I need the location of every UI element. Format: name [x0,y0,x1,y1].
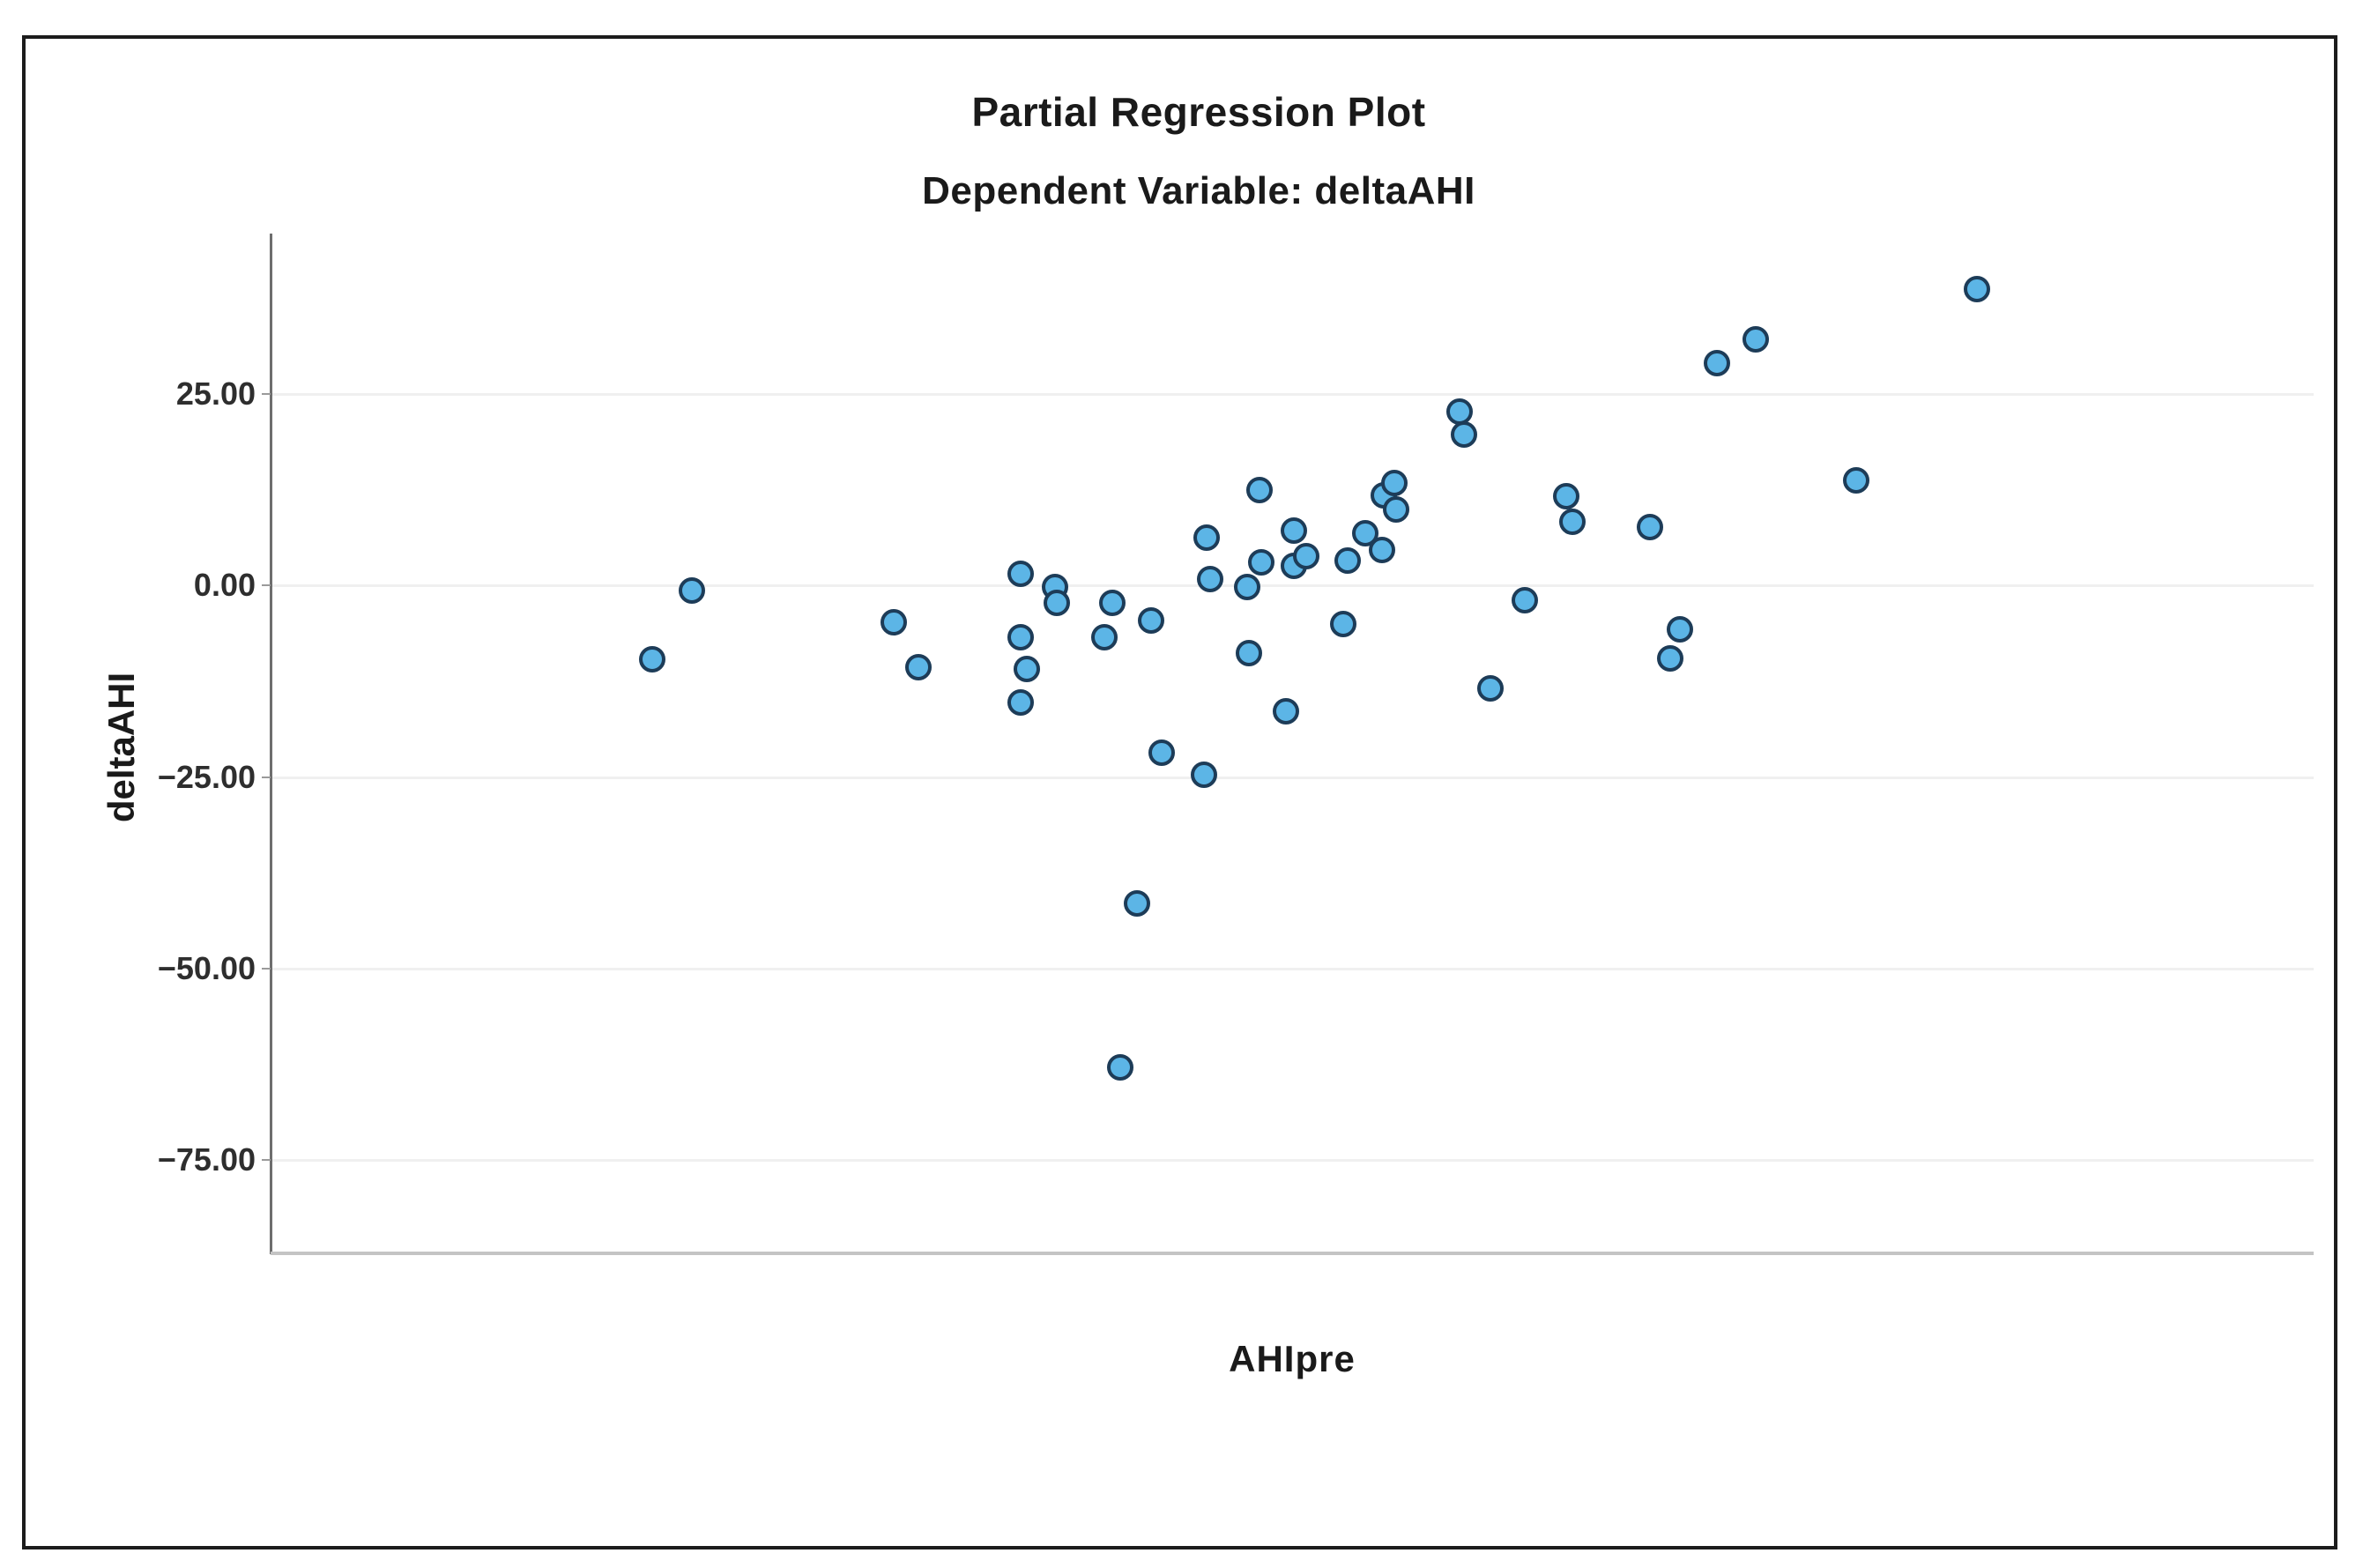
data-point [1552,482,1579,509]
data-point [1107,1053,1134,1081]
data-point [1842,466,1869,494]
data-point [639,645,666,673]
data-point [1148,739,1175,766]
data-point [1007,561,1034,588]
data-point [1007,689,1034,717]
data-point [1293,543,1320,570]
gridline [271,967,2314,970]
y-tick-mark [262,776,271,778]
data-point [1007,623,1034,650]
data-point [1245,476,1273,503]
data-point [1380,470,1408,497]
data-point [1123,889,1150,917]
data-point [1329,610,1356,637]
data-point [1667,615,1694,643]
y-tick-label: 0.00 [193,567,256,604]
data-point [1099,590,1126,617]
y-tick-mark [262,967,271,970]
data-point [1281,516,1308,544]
gridline [271,584,2314,588]
data-point [1236,639,1263,666]
data-point [1368,536,1395,563]
data-point [1090,623,1118,650]
data-point [1193,524,1220,551]
chart-subtitle: Dependent Variable: deltaAHI [922,169,1475,212]
y-tick-mark [262,584,271,587]
gridline [271,393,2314,397]
data-point [1248,548,1275,576]
data-point [1450,421,1477,449]
data-point [1704,349,1731,376]
data-point [1558,509,1586,536]
data-point [1273,697,1300,725]
y-axis-title: deltaAHI [100,672,142,823]
data-point [1191,761,1218,788]
data-point [904,654,932,681]
data-point [1656,644,1683,672]
gridline [271,776,2314,779]
chart-title: Partial Regression Plot [971,89,1426,135]
data-point [1512,586,1539,613]
data-point [1636,513,1663,540]
data-point [1383,495,1410,523]
data-point [880,609,907,636]
plot-area [271,234,2314,1252]
data-point [1138,606,1165,634]
data-point [1334,546,1361,574]
data-point [1352,519,1379,546]
y-tick-mark [262,393,271,396]
y-axis-line [270,234,272,1254]
y-tick-label: −75.00 [157,1141,256,1178]
x-axis-title: AHIpre [1229,1338,1356,1379]
data-point [1446,398,1474,426]
data-point [1013,656,1040,683]
data-point [1476,674,1504,702]
y-tick-label: −50.00 [157,949,256,986]
y-tick-label: 25.00 [175,375,256,412]
data-point [1197,565,1224,592]
gridline [271,1158,2314,1162]
data-point [1743,325,1770,353]
data-point [1234,574,1260,601]
y-tick-label: −25.00 [157,758,256,795]
data-point [678,576,705,604]
x-axis-line [271,1252,2314,1255]
data-point [1963,275,1990,302]
data-point [1044,589,1071,616]
y-tick-mark [262,1158,271,1161]
